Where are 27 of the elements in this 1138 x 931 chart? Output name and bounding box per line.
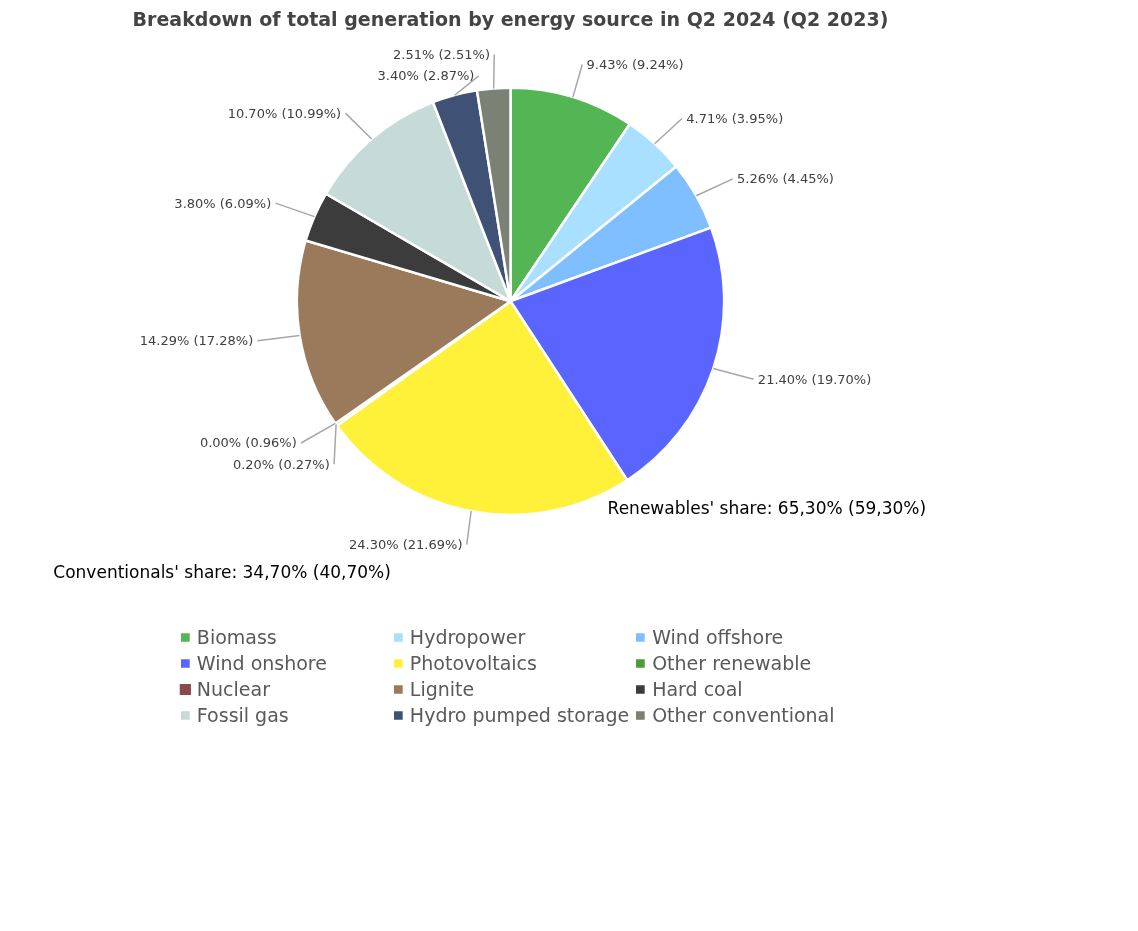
- data-label: 3.80% (6.09%): [174, 195, 272, 211]
- text: 0.00% (0.96%): [199, 435, 297, 451]
- legend-label: Photovoltaics: [409, 652, 538, 674]
- legend-label: Fossil gas: [196, 704, 290, 726]
- text: Conventionals' share: 34,70% (40,70%): [53, 562, 391, 583]
- data-label: 10.70% (10.99%): [227, 105, 342, 121]
- legend-label: Biomass: [196, 626, 278, 648]
- legend-label: Hydro pumped storage: [409, 704, 630, 726]
- legend-label: Wind offshore: [652, 626, 785, 648]
- legend-label: Hydropower: [409, 626, 527, 648]
- legend-label: Other renewable: [652, 652, 813, 674]
- data-label: 14.29% (17.28%): [139, 333, 254, 349]
- text: Renewables' share: 65,30% (59,30%): [607, 498, 927, 519]
- data-label: 4.71% (3.95%): [686, 111, 784, 127]
- data-label: 2.51% (2.51%): [393, 46, 490, 62]
- legend-label: Nuclear: [196, 678, 271, 700]
- legend-label: Wind onshore: [196, 652, 328, 674]
- data-label: 9.43% (9.24%): [586, 56, 684, 72]
- data-label: 3.40% (2.87%): [377, 68, 475, 84]
- data-label: 0.20% (0.27%): [232, 456, 330, 472]
- data-label: 5.26% (4.45%): [737, 171, 834, 187]
- chart-title: Breakdown of total generation by energy source in Q2 2024 (Q2 2023): [132, 7, 889, 30]
- legend-label: Other conventional: [652, 704, 836, 726]
- data-label: 21.40% (19.70%): [757, 371, 872, 387]
- legend-label: Hard coal: [652, 678, 744, 700]
- legend-label: Lignite: [409, 678, 476, 700]
- data-label: 24.30% (21.69%): [349, 537, 463, 553]
